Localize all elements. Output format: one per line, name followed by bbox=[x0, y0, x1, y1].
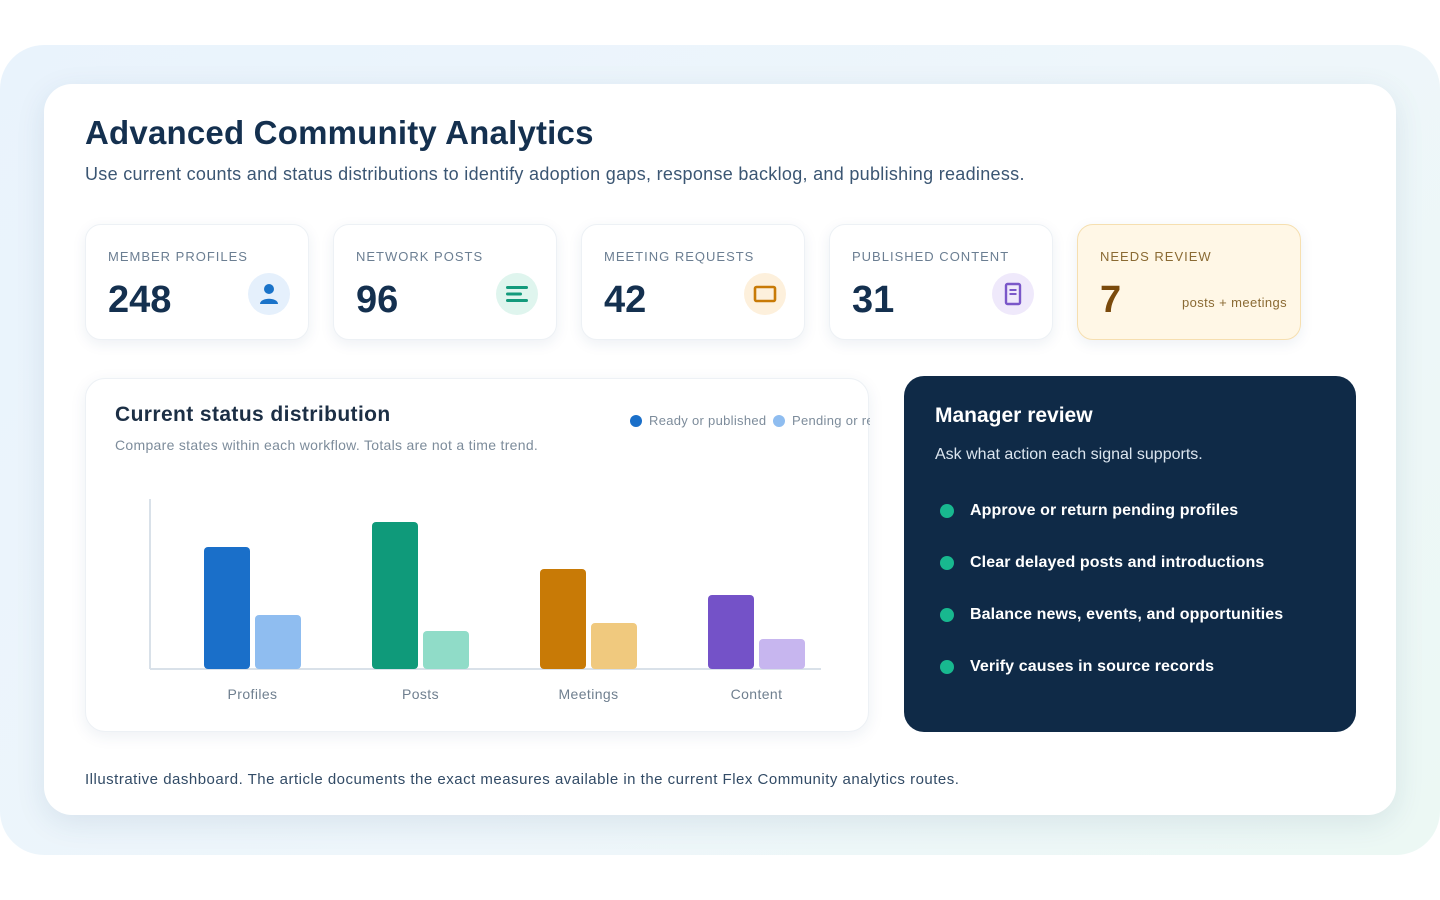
manager-subtitle: Ask what action each signal supports. bbox=[935, 446, 1203, 463]
kpi-needs-review: NEEDS REVIEW 7 posts + meetings bbox=[1077, 224, 1301, 340]
status-chart-card: Current status distribution Compare stat… bbox=[85, 378, 870, 732]
legend-label: Ready or published bbox=[649, 413, 767, 428]
kpi-value: 7 bbox=[1100, 279, 1122, 321]
legend-dot bbox=[630, 414, 642, 427]
category-label: Posts bbox=[402, 686, 439, 702]
analytics-card: Advanced Community Analytics Use current… bbox=[44, 84, 1396, 815]
person-icon bbox=[248, 273, 290, 315]
bullet-dot bbox=[940, 504, 954, 518]
kpi-published-content: PUBLISHED CONTENT 31 bbox=[829, 224, 1053, 340]
legend-label: Pending or review bbox=[792, 413, 870, 428]
action-text: Balance news, events, and opportunities bbox=[970, 606, 1284, 623]
chart-subtitle: Compare states within each workflow. Tot… bbox=[115, 437, 539, 453]
bar-content-ready bbox=[708, 595, 754, 669]
kpi-meeting-requests: MEETING REQUESTS 42 bbox=[581, 224, 805, 340]
kpi-label: NETWORK POSTS bbox=[356, 249, 484, 264]
bar-meetings-ready bbox=[540, 569, 586, 669]
document-icon bbox=[992, 273, 1034, 315]
action-item: Balance news, events, and opportunities bbox=[940, 606, 1283, 624]
kpi-label: PUBLISHED CONTENT bbox=[852, 249, 1010, 264]
chart-legend: Ready or published Pending or review bbox=[630, 413, 870, 433]
category-label: Content bbox=[731, 686, 783, 702]
legend-item-pending: Pending or review bbox=[773, 413, 870, 428]
manager-review-panel: Manager review Ask what action each sign… bbox=[904, 376, 1356, 732]
chart-title: Current status distribution bbox=[115, 403, 391, 426]
bar-content-pending bbox=[759, 639, 805, 669]
lines-icon bbox=[496, 273, 538, 315]
kpi-label: NEEDS REVIEW bbox=[1100, 249, 1212, 264]
kpi-value: 31 bbox=[852, 279, 895, 321]
kpi-note: posts + meetings bbox=[1182, 295, 1288, 310]
bullet-dot bbox=[940, 556, 954, 570]
action-text: Clear delayed posts and introductions bbox=[970, 554, 1265, 571]
legend-dot bbox=[773, 414, 785, 427]
kpi-member-profiles: MEMBER PROFILES 248 bbox=[85, 224, 309, 340]
bar-profiles-ready bbox=[204, 547, 250, 669]
kpi-value: 248 bbox=[108, 279, 172, 321]
footer-note: Illustrative dashboard. The article docu… bbox=[85, 771, 960, 788]
kpi-value: 42 bbox=[604, 279, 647, 321]
category-label: Profiles bbox=[228, 686, 278, 702]
action-item: Clear delayed posts and introductions bbox=[940, 554, 1264, 572]
legend-item-ready: Ready or published bbox=[630, 413, 766, 428]
bar-posts-ready bbox=[372, 522, 418, 669]
bar-posts-pending bbox=[423, 631, 469, 669]
action-item: Verify causes in source records bbox=[940, 658, 1214, 676]
kpi-label: MEMBER PROFILES bbox=[108, 249, 248, 264]
category-label: Meetings bbox=[558, 686, 618, 702]
status-bar-chart: Profiles Posts Meetings Content bbox=[149, 499, 821, 702]
bullet-dot bbox=[940, 608, 954, 622]
bar-profiles-pending bbox=[255, 615, 301, 669]
screen-icon bbox=[744, 273, 786, 315]
action-text: Approve or return pending profiles bbox=[970, 502, 1239, 519]
page-title: Advanced Community Analytics bbox=[85, 114, 594, 151]
action-item: Approve or return pending profiles bbox=[940, 502, 1238, 520]
manager-title: Manager review bbox=[935, 404, 1093, 427]
bar-meetings-pending bbox=[591, 623, 637, 669]
kpi-label: MEETING REQUESTS bbox=[604, 249, 755, 264]
kpi-network-posts: NETWORK POSTS 96 bbox=[333, 224, 557, 340]
kpi-value: 96 bbox=[356, 279, 399, 321]
page-subtitle: Use current counts and status distributi… bbox=[85, 164, 1025, 184]
bullet-dot bbox=[940, 660, 954, 674]
action-text: Verify causes in source records bbox=[970, 658, 1215, 675]
